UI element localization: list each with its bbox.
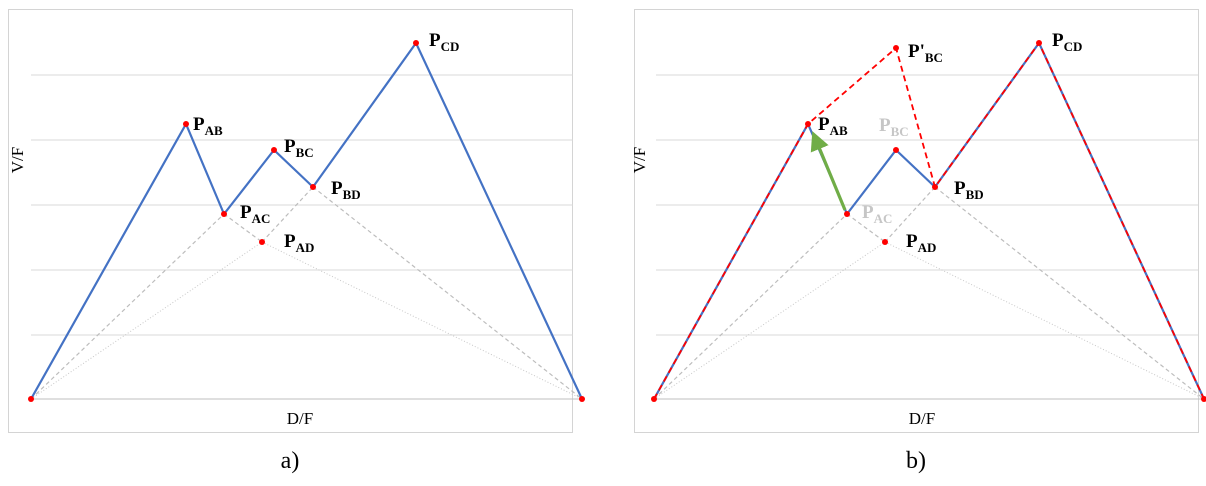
diagram-svg-a: PAB PBC PBD PAC PAD PCD D/F V/F [0,0,580,440]
diagram-panel-b: P'BC PAB PBC PBD PAC PAD PCD D/F V/F b) [626,0,1206,486]
point-origin [651,396,657,402]
point-cd [413,40,419,46]
label-p-bc: PBC [879,115,909,139]
point-p-prime-bc [893,45,899,51]
y-axis-title: V/F [8,147,27,173]
label-p-prime-bc: P'BC [908,41,943,65]
operating-line-path [654,43,1204,399]
label-p-cd: PCD [1052,30,1082,54]
point-ab [183,121,189,127]
label-p-ad: PAD [906,231,936,255]
shift-arrow [816,140,845,210]
point-bc [271,147,277,153]
point-ac [844,211,850,217]
x-axis-title: D/F [287,409,313,428]
point-bd [310,184,316,190]
point-bd [932,184,938,190]
construction-lines [31,187,582,399]
label-p-cd: PCD [429,30,459,54]
points [28,40,585,402]
point-bc [893,147,899,153]
gridlines [656,75,1198,335]
point-ad [882,239,888,245]
label-p-ad: PAD [284,231,314,255]
diagram-svg-b: P'BC PAB PBC PBD PAC PAD PCD D/F V/F [626,0,1206,440]
operating-line-path [31,43,582,399]
point-ab [805,121,811,127]
y-axis-title: V/F [630,147,649,173]
construction-line [885,242,1204,399]
label-p-bd: PBD [331,178,361,202]
construction-line [935,187,1204,399]
construction-line [654,214,847,399]
point-origin [28,396,34,402]
construction-line [31,214,224,399]
construction-line [31,242,262,399]
construction-line [654,242,885,399]
label-p-ab: PAB [193,114,223,138]
point-cd [1036,40,1042,46]
point-end [579,396,585,402]
x-axis-title: D/F [909,409,935,428]
panel-caption: a) [0,448,580,475]
points [651,40,1206,402]
label-p-ac: PAC [240,202,270,226]
panel-caption: b) [626,448,1206,475]
construction-line [262,242,582,399]
label-p-ab: PAB [818,114,848,138]
label-p-ac: PAC [862,202,892,226]
diagram-panel-a: PAB PBC PBD PAC PAD PCD D/F V/F a) [0,0,580,486]
label-p-bd: PBD [954,178,984,202]
point-ac [221,211,227,217]
point-ad [259,239,265,245]
construction-line [313,187,582,399]
